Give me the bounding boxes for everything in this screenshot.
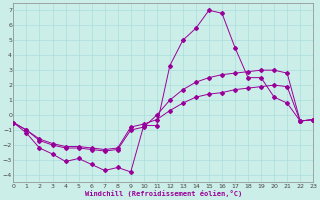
X-axis label: Windchill (Refroidissement éolien,°C): Windchill (Refroidissement éolien,°C) [85, 190, 242, 197]
